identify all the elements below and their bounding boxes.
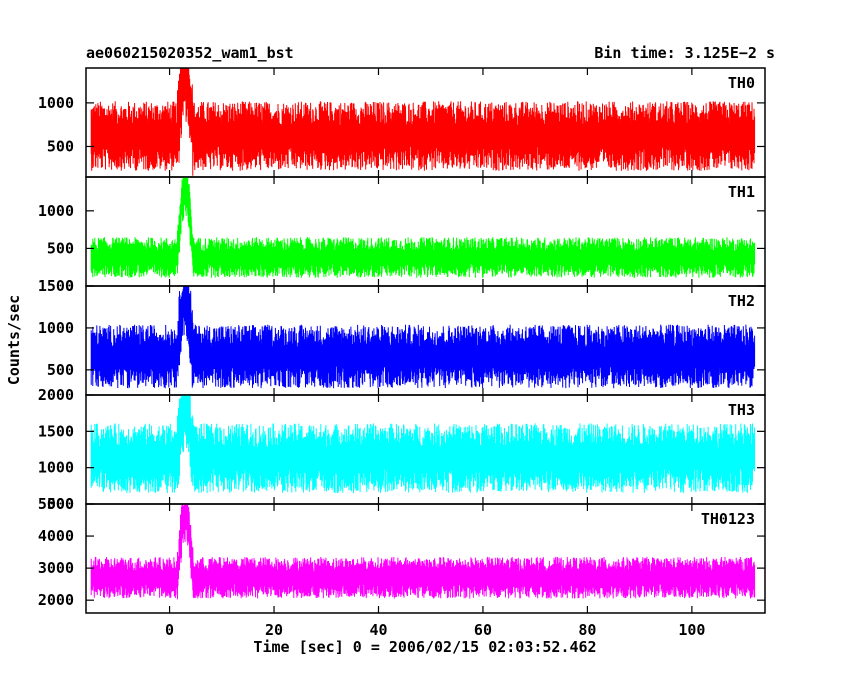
y-tick-label: 1000 (38, 94, 74, 112)
y-tick-label: 5000 (38, 495, 74, 513)
x-tick-label: 0 (165, 621, 174, 639)
x-tick-label: 80 (578, 621, 596, 639)
x-tick-label: 100 (678, 621, 705, 639)
y-tick-label: 1000 (38, 319, 74, 337)
panel-label-th1: TH1 (728, 183, 755, 201)
y-tick-label: 0 (65, 277, 74, 295)
panel-frame-th0123 (85, 503, 766, 614)
y-tick-label: 1500 (38, 422, 74, 440)
panel-label-th0: TH0 (728, 74, 755, 92)
x-tick-label: 40 (369, 621, 387, 639)
panel-label-th3: TH3 (728, 401, 755, 419)
series-th0 (90, 68, 756, 176)
panel-label-th2: TH2 (728, 292, 755, 310)
chart-title: ae060215020352_wam1_bst (86, 44, 294, 62)
series-th0123 (90, 504, 756, 600)
y-tick-label: 2000 (38, 386, 74, 404)
y-tick-label: 4000 (38, 527, 74, 545)
y-tick-label: 500 (47, 361, 74, 379)
y-tick-label: 3000 (38, 559, 74, 577)
x-axis-label: Time [sec] 0 = 2006/02/15 02:03:52.462 (253, 638, 597, 656)
panel-label-th0123: TH0123 (701, 510, 755, 528)
y-tick-label: 500 (47, 239, 74, 257)
y-tick-label: 1000 (38, 202, 74, 220)
y-tick-label: 1500 (38, 277, 74, 295)
x-tick-label: 20 (265, 621, 283, 639)
series-th1 (90, 177, 756, 278)
y-tick-label: 500 (47, 495, 74, 513)
series-th3 (90, 395, 756, 494)
y-tick-label: 2000 (38, 591, 74, 609)
y-tick-label: 1000 (38, 459, 74, 477)
bin-time-label: Bin time: 3.125E−2 s (594, 44, 775, 62)
x-tick-label: 60 (474, 621, 492, 639)
y-axis-label: Counts/sec (5, 294, 23, 386)
y-tick-label: 500 (47, 137, 74, 155)
series-th2 (90, 286, 756, 389)
